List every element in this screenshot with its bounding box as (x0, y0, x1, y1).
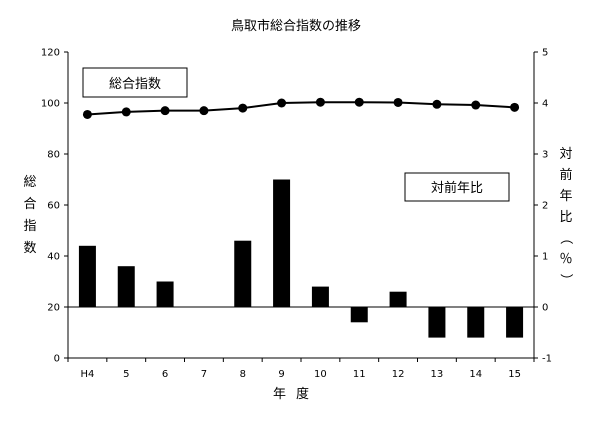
bar (117, 266, 135, 307)
x-tick-label: 13 (431, 369, 444, 380)
index-point (238, 103, 248, 113)
left-axis-title-char: 合 (23, 197, 36, 212)
x-tick-label: 11 (353, 369, 366, 380)
right-axis-title: 対前年比 （ ％ ） (558, 147, 573, 287)
bar (311, 286, 329, 307)
x-tick-label: H4 (80, 369, 94, 380)
index-point (393, 97, 403, 107)
left-tick-label: 0 (54, 354, 60, 365)
bar (389, 291, 407, 307)
left-axis-title-char: 総 (23, 175, 36, 190)
x-tick-label: 7 (201, 369, 207, 380)
bar (428, 307, 446, 338)
bar (156, 281, 174, 307)
right-axis-title-char: 対 (559, 147, 572, 162)
index-point (315, 97, 325, 107)
x-tick-label: 12 (392, 369, 405, 380)
chart-title: 鳥取市総合指数の推移 (231, 18, 361, 34)
legend-label-ratio: 対前年比 (431, 180, 483, 196)
index-line (87, 101, 515, 116)
left-axis-title: 総合指数 (23, 175, 36, 256)
left-tick-label: 100 (41, 99, 60, 110)
left-tick-label: 60 (47, 201, 60, 212)
right-axis-title-char: 年 (559, 189, 572, 204)
x-tick-label: 6 (162, 369, 168, 380)
index-point (432, 99, 442, 109)
x-tick-label: 10 (314, 369, 327, 380)
x-tick-label: 9 (278, 369, 284, 380)
bar (273, 179, 291, 307)
x-tick-label: 5 (123, 369, 129, 380)
index-point (82, 109, 92, 119)
right-axis-title-char: （ (558, 231, 573, 244)
right-tick-label: 2 (542, 201, 548, 212)
index-point (277, 98, 287, 108)
right-tick-label: 4 (542, 99, 548, 110)
left-tick-label: 40 (47, 252, 60, 263)
right-tick-label: 1 (542, 252, 548, 263)
x-tick-label: 14 (469, 369, 482, 380)
right-tick-label: -1 (542, 354, 552, 365)
right-tick-label: 3 (542, 150, 548, 161)
left-axis-title-char: 数 (23, 241, 36, 256)
legend-box-ratio (404, 172, 510, 202)
index-point (199, 106, 209, 116)
x-tick-label: 8 (240, 369, 246, 380)
right-axis-title-char: ） (558, 273, 573, 286)
x-axis-title: 年度 (273, 386, 319, 402)
bar (467, 307, 485, 338)
left-tick-label: 20 (47, 303, 60, 314)
index-point (471, 100, 481, 110)
left-axis-title-char: 指 (23, 219, 36, 234)
bar (350, 307, 368, 323)
x-tick-label: 15 (508, 369, 521, 380)
index-point (510, 102, 520, 112)
bar (234, 240, 252, 307)
left-tick-label: 80 (47, 150, 60, 161)
index-point (160, 106, 170, 116)
right-tick-label: 5 (542, 48, 548, 59)
index-point (354, 97, 364, 107)
left-tick-label: 120 (41, 48, 60, 59)
right-axis-title-char: ％ (559, 252, 572, 267)
right-axis-title-char: 前 (559, 167, 572, 183)
bar (78, 245, 96, 307)
bar (506, 307, 524, 338)
index-point (121, 107, 131, 117)
right-tick-label: 0 (542, 303, 548, 314)
right-axis-title-char: 比 (559, 210, 572, 225)
legend-label-index: 総合指数 (109, 77, 161, 92)
legend-box-index (82, 67, 188, 98)
